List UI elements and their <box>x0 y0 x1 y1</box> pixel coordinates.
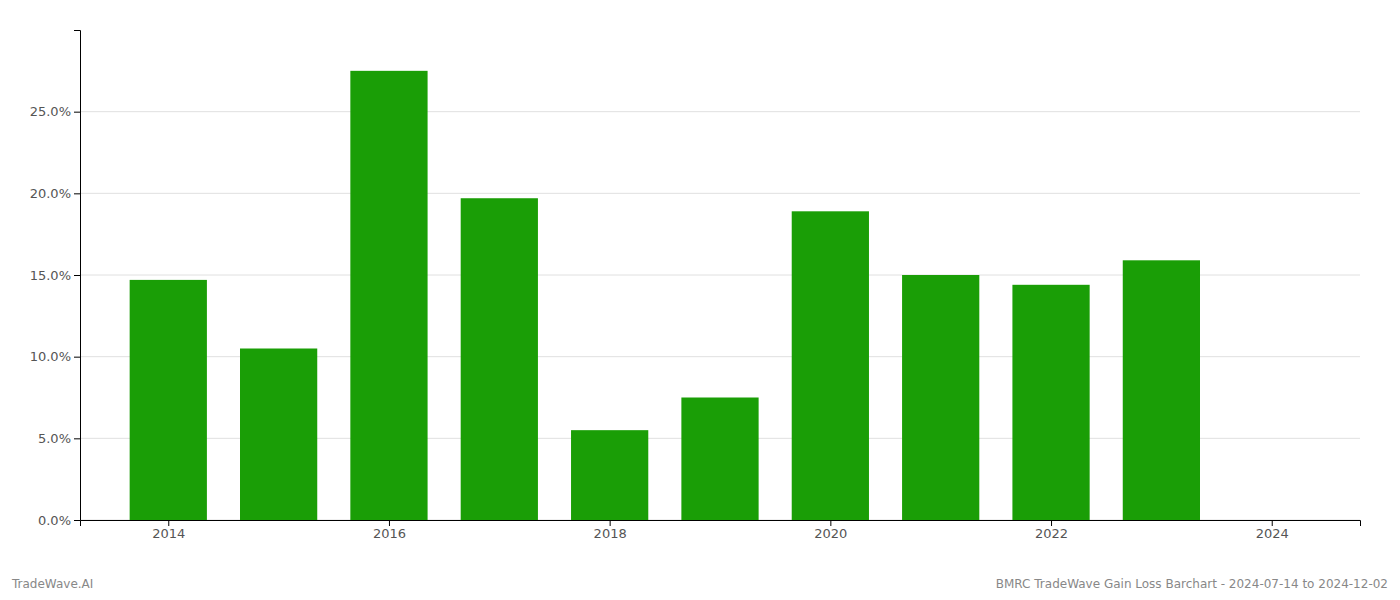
footer: TradeWave.AI BMRC TradeWave Gain Loss Bar… <box>11 577 1388 591</box>
bars <box>130 71 1200 520</box>
tick-mark <box>168 520 169 526</box>
tick: 2016 <box>373 520 406 541</box>
tick-label: 2016 <box>373 526 406 541</box>
annotation: TradeWave.AI <box>11 577 93 591</box>
tick-mark <box>74 275 80 276</box>
tick-mark <box>74 438 80 439</box>
tick-label: 15.0% <box>30 268 71 283</box>
tick-label: 2022 <box>1035 526 1068 541</box>
tick-mark <box>74 520 80 521</box>
bar <box>461 198 538 520</box>
tick-label: 25.0% <box>30 104 71 119</box>
tick: 2014 <box>152 520 185 541</box>
grid <box>80 112 1360 520</box>
tick-label: 5.0% <box>38 431 71 446</box>
bar <box>130 280 207 520</box>
tick: 2018 <box>594 520 627 541</box>
y-axis: 0.0% 5.0% 10.0% 15.0% 20.0% 25.0% <box>30 31 81 528</box>
axis-line <box>81 521 1361 527</box>
tick: 20.0% <box>30 186 80 201</box>
tick-mark <box>1051 520 1052 526</box>
tick-mark <box>830 520 831 526</box>
bar <box>792 211 869 520</box>
tick: 15.0% <box>30 268 80 283</box>
tick-mark <box>74 193 80 194</box>
chart: 2014 2016 2018 2020 2022 2024 0.0% 5.0% 10.0% 15.… <box>0 0 1400 600</box>
bar <box>1012 285 1089 520</box>
bar <box>1123 260 1200 520</box>
tick-mark <box>1272 520 1273 526</box>
tick-label: 10.0% <box>30 349 71 364</box>
bar <box>902 275 979 520</box>
tick-label: 20.0% <box>30 186 71 201</box>
bar <box>240 349 317 521</box>
tick: 10.0% <box>30 349 80 364</box>
grid-line <box>80 193 1360 194</box>
tick: 5.0% <box>38 431 80 446</box>
annotation: BMRC TradeWave Gain Loss Barchart - 2024… <box>996 577 1388 591</box>
tick-label: 2014 <box>152 526 185 541</box>
tick: 25.0% <box>30 104 80 119</box>
tick: 2024 <box>1256 520 1289 541</box>
axis-line <box>74 31 81 521</box>
tick: 2020 <box>814 520 847 541</box>
tick-label: 2018 <box>594 526 627 541</box>
tick-label: 0.0% <box>38 513 71 528</box>
tick-label: 2024 <box>1256 526 1289 541</box>
x-axis: 2014 2016 2018 2020 2022 2024 <box>81 520 1361 541</box>
tick-label: 2020 <box>814 526 847 541</box>
tick-mark <box>74 112 80 113</box>
bar <box>681 398 758 521</box>
bar <box>571 430 648 520</box>
grid-line <box>80 111 1360 112</box>
tick-mark <box>74 357 80 358</box>
tick: 0.0% <box>38 513 80 528</box>
tick-mark <box>389 520 390 526</box>
tick: 2022 <box>1035 520 1068 541</box>
bar <box>350 71 427 520</box>
tick-mark <box>610 520 611 526</box>
